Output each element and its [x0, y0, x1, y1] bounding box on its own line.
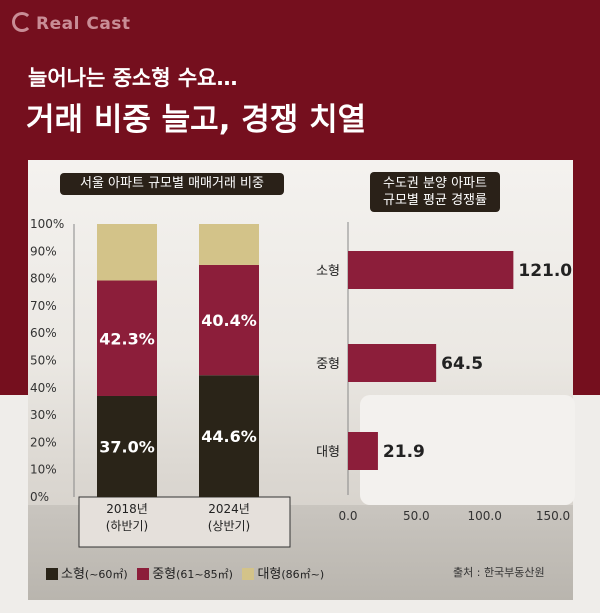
- headline-line-2: 거래 비중 늘고, 경쟁 치열: [26, 102, 367, 138]
- legend-item-small: 소형(~60㎡): [46, 563, 128, 582]
- bar-segment-large: [199, 224, 259, 265]
- y-tick-label: 50%: [30, 354, 57, 368]
- legend-label-medium: 중형: [152, 567, 177, 582]
- headline-line-1: 늘어나는 중소형 수요…: [28, 66, 238, 90]
- background-sofa: [360, 395, 575, 505]
- y-tick-label: 0%: [30, 490, 49, 504]
- h-bar: [348, 251, 514, 289]
- y-tick-label: 20%: [30, 435, 57, 449]
- bar-segment-large: [97, 224, 157, 281]
- bar-segment-medium: [199, 264, 259, 376]
- legend: 소형(~60㎡) 중형(61~85㎡) 대형(86㎡~): [46, 563, 330, 582]
- right-chart-title-line-2: 규모별 평균 경쟁률: [383, 193, 487, 208]
- y-tick-label: 90%: [30, 244, 57, 258]
- brand-name: Real Cast: [36, 14, 131, 34]
- h-value-label: 121.0: [518, 261, 572, 281]
- x-tick-label: 50.0: [403, 509, 430, 523]
- right-chart-title: 수도권 분양 아파트 규모별 평균 경쟁률: [370, 172, 500, 212]
- right-chart-title-line-1: 수도권 분양 아파트: [383, 176, 487, 191]
- h-value-label: 21.9: [383, 442, 425, 462]
- x-tick-label: 150.0: [536, 509, 570, 523]
- legend-item-large: 대형(86㎡~): [242, 563, 324, 582]
- brand-logo: Real Cast: [12, 12, 131, 34]
- y-tick-label: 70%: [30, 299, 57, 313]
- h-category-label: 소형: [316, 264, 340, 279]
- y-tick-label: 40%: [30, 381, 57, 395]
- legend-label-large: 대형: [257, 567, 282, 582]
- y-tick-label: 60%: [30, 326, 57, 340]
- x-category-label: 2024년: [208, 502, 250, 516]
- h-bar: [348, 432, 378, 470]
- y-tick-label: 30%: [30, 408, 57, 422]
- legend-swatch-large: [242, 568, 255, 580]
- bar-value-label: 37.0%: [99, 437, 155, 456]
- legend-note-small: (~60㎡): [84, 568, 128, 581]
- x-category-label: 2018년: [106, 502, 148, 516]
- h-bar: [348, 344, 437, 382]
- legend-label-small: 소형: [61, 567, 85, 582]
- bar-value-label: 44.6%: [201, 427, 257, 446]
- bar-value-label: 42.3%: [99, 329, 155, 348]
- legend-swatch-medium: [137, 568, 150, 580]
- y-tick-label: 80%: [30, 272, 57, 286]
- legend-note-large: (86㎡~): [281, 568, 325, 581]
- y-tick-label: 10%: [30, 463, 57, 477]
- legend-note-medium: (61~85㎡): [176, 568, 233, 581]
- x-category-sublabel: (하반기): [106, 519, 148, 533]
- bar-segment-small: [97, 395, 157, 497]
- h-value-label: 64.5: [441, 354, 483, 374]
- bar-value-label: 40.4%: [201, 311, 257, 330]
- legend-item-medium: 중형(61~85㎡): [137, 563, 233, 582]
- h-category-label: 중형: [316, 357, 340, 372]
- h-category-label: 대형: [316, 445, 340, 460]
- category-box: [78, 496, 291, 548]
- y-tick-label: 100%: [30, 217, 64, 231]
- logo-icon: [12, 12, 32, 32]
- x-tick-label: 0.0: [338, 509, 357, 523]
- x-category-sublabel: (상반기): [208, 519, 250, 533]
- left-chart-title: 서울 아파트 규모별 매매거래 비중: [60, 173, 284, 195]
- x-tick-label: 100.0: [467, 509, 501, 523]
- source-note: 출처 : 한국부동산원: [453, 566, 545, 579]
- bar-segment-medium: [97, 280, 157, 396]
- bar-segment-small: [199, 375, 259, 497]
- legend-swatch-small: [46, 568, 58, 580]
